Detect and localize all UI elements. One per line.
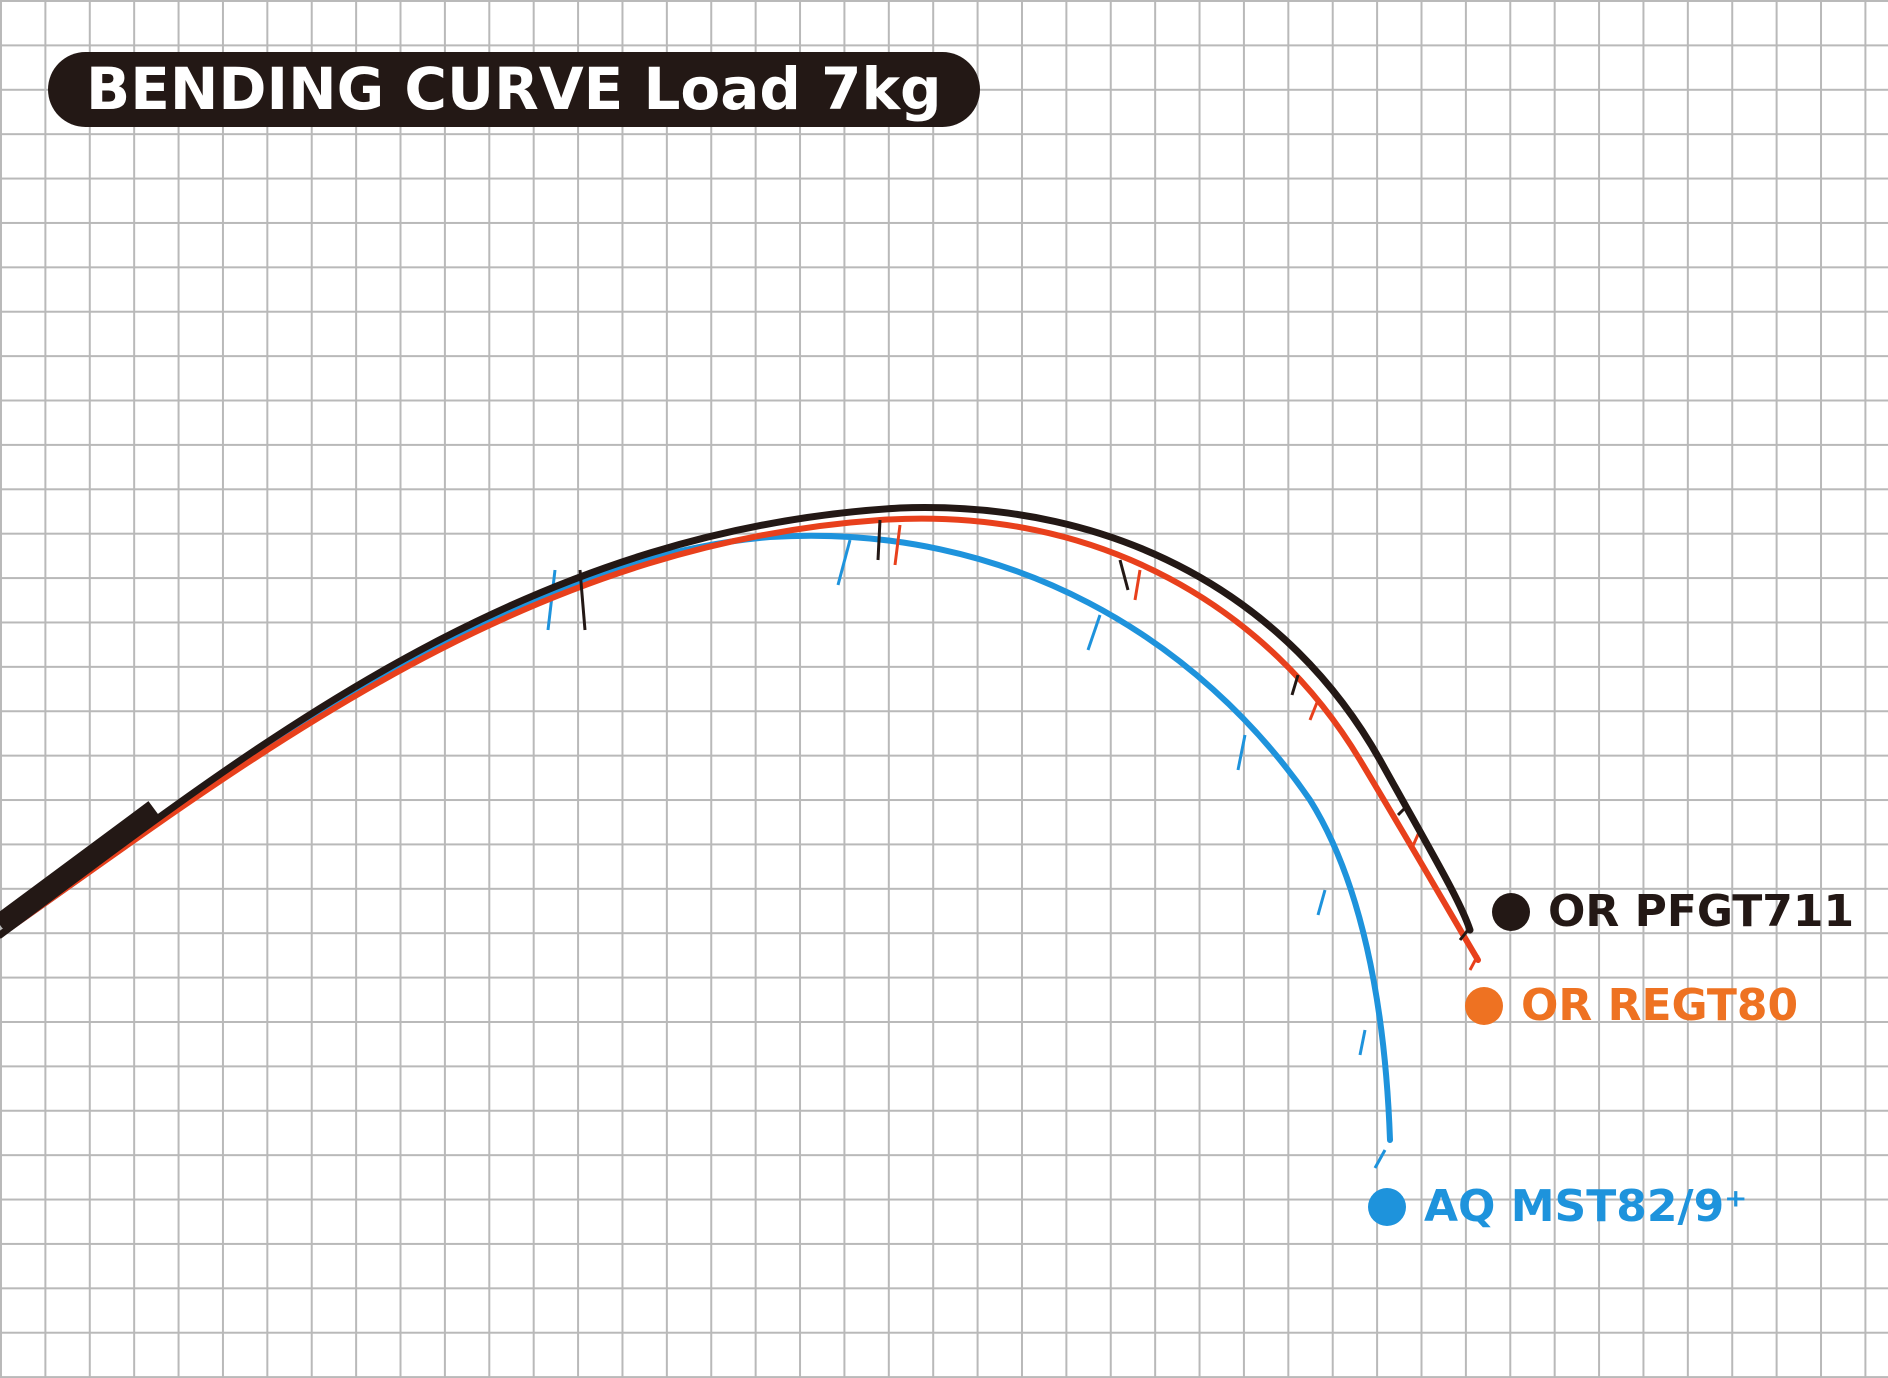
legend-label: OR PFGT711: [1548, 886, 1855, 937]
legend-dot-icon: [1465, 987, 1503, 1025]
series-line-aq-mst82-9: [0, 532, 1393, 1143]
legend-dot-icon: [1492, 893, 1530, 931]
legend-item-or-pfgt711: OR PFGT711: [1492, 887, 1854, 937]
chart-title: BENDING CURVE Load 7kg: [48, 52, 980, 127]
guide-mark: [1316, 889, 1327, 916]
series-line-or-pfgt711: [0, 504, 1474, 939]
guide-mark: [578, 569, 587, 631]
guide-mark: [1358, 1029, 1367, 1056]
guide-mark: [1133, 569, 1142, 601]
guide-mark: [1468, 954, 1480, 971]
guide-mark: [893, 524, 902, 566]
guide-mark: [1373, 1149, 1387, 1169]
guide-mark: [1290, 674, 1300, 696]
legend-label: AQ MST82/9⁺: [1424, 1181, 1748, 1232]
legend-item-or-regt80: OR REGT80: [1465, 981, 1798, 1031]
legend-label: OR REGT80: [1521, 980, 1799, 1031]
guide-mark: [1236, 734, 1247, 771]
guide-mark: [1396, 803, 1410, 817]
series-or-pfgt711: [0, 504, 1474, 941]
series-aq-mst82-9: [0, 532, 1393, 1169]
series-line-or-regt80: [0, 515, 1481, 963]
legend-dot-icon: [1368, 1188, 1406, 1226]
guide-mark: [1308, 699, 1320, 721]
guide-mark: [876, 519, 882, 561]
rod-handle: [0, 801, 162, 934]
guide-mark: [1118, 559, 1130, 591]
guide-mark: [1458, 929, 1470, 941]
guide-mark: [1086, 614, 1102, 651]
guide-mark: [836, 539, 852, 586]
series-or-regt80: [0, 515, 1481, 971]
legend-item-aq-mst82-9: AQ MST82/9⁺: [1368, 1182, 1747, 1232]
